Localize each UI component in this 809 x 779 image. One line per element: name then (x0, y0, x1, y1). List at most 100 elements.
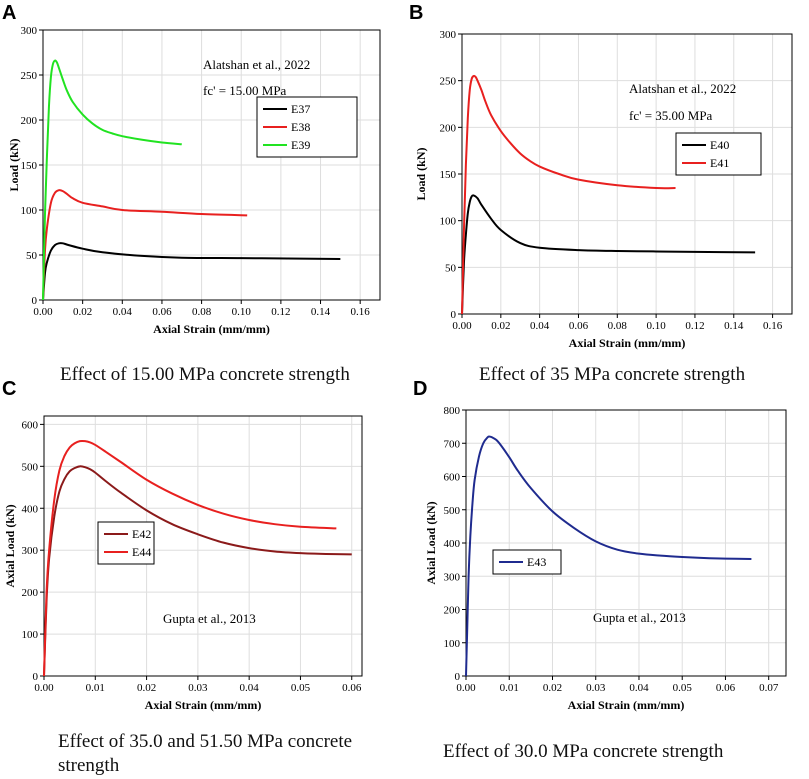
annotation-text: fc' = 35.00 MPa (629, 108, 713, 123)
y-axis-label: Axial Load (kN) (424, 501, 438, 584)
x-tick-label: 0.03 (188, 682, 208, 694)
x-tick-label: 0.12 (685, 320, 704, 332)
y-tick-label: 100 (444, 638, 461, 650)
series-line-e41 (461, 74, 676, 315)
annotation-text: Alatshan et al., 2022 (629, 81, 736, 96)
x-tick-label: 0.10 (232, 306, 252, 318)
annotation-text: Alatshan et al., 2022 (203, 57, 310, 72)
x-tick-label: 0.04 (113, 306, 133, 318)
x-tick-label: 0.07 (759, 682, 779, 694)
x-tick-label: 0.10 (646, 320, 666, 332)
series-line-e44 (43, 439, 337, 677)
x-tick-label: 0.06 (342, 682, 362, 694)
y-tick-label: 500 (444, 505, 461, 517)
x-tick-label: 0.03 (586, 682, 606, 694)
panel-b: B 0.00 0.02 0.04 0.06 0.08 0.10 0.12 0.14 0.16 0 5… (405, 0, 809, 390)
series-line-e43 (465, 435, 752, 677)
x-tick-label: 0.16 (763, 320, 783, 332)
chart-c: 0.00 0.01 0.02 0.03 0.04 0.05 0.06 0 100 200 300 40… (3, 415, 363, 712)
x-tick-label: 0.14 (311, 306, 331, 318)
y-tick-label: 600 (22, 419, 39, 431)
y-tick-label: 0 (455, 671, 461, 683)
caption-b: Effect of 35 MPa concrete strength (479, 364, 746, 385)
x-tick-label: 0.01 (86, 682, 105, 694)
panel-c: C 0.00 0.01 0.02 0.03 0.04 0.05 0.06 0 100 200 300… (0, 378, 400, 779)
y-tick-label: 800 (444, 405, 461, 417)
x-tick-label: 0.05 (291, 682, 311, 694)
legend-box (675, 132, 762, 176)
y-tick-label: 50 (26, 250, 38, 262)
legend-box (97, 521, 155, 565)
x-axis-label: Axial Strain (mm/mm) (569, 336, 686, 350)
x-axis-label: Axial Strain (mm/mm) (153, 322, 270, 336)
x-tick-label: 0.08 (608, 320, 628, 332)
plot-area (44, 416, 362, 676)
y-tick-label: 200 (21, 115, 38, 127)
x-tick-label: 0.04 (240, 682, 260, 694)
legend-label-e44: E44 (132, 545, 151, 559)
y-tick-label: 300 (440, 29, 457, 41)
y-tick-label: 150 (440, 169, 457, 181)
legend-label-e38: E38 (291, 120, 310, 134)
y-tick-label: 200 (22, 587, 39, 599)
x-tick-label: 0.02 (73, 306, 92, 318)
x-tick-label: 0.02 (137, 682, 156, 694)
x-tick-label: 0.02 (491, 320, 510, 332)
series-line-e39 (42, 59, 182, 301)
x-tick-label: 0.06 (716, 682, 736, 694)
x-tick-label: 0.06 (152, 306, 172, 318)
x-tick-label: 0.05 (673, 682, 693, 694)
y-tick-label: 400 (22, 503, 39, 515)
legend-label-e40: E40 (710, 138, 729, 152)
y-tick-label: 0 (451, 309, 457, 321)
y-tick-label: 300 (21, 25, 38, 37)
y-axis-label: Load (kN) (414, 147, 428, 200)
x-tick-label: 0.06 (569, 320, 589, 332)
y-tick-label: 300 (22, 545, 39, 557)
chart-b: 0.00 0.02 0.04 0.06 0.08 0.10 0.12 0.14 0.16 0 50 1… (414, 29, 793, 350)
y-tick-label: 400 (444, 538, 461, 550)
legend-label-e39: E39 (291, 138, 310, 152)
x-tick-label: 0.02 (543, 682, 562, 694)
legend-label-e41: E41 (710, 156, 729, 170)
legend-label-e37: E37 (291, 102, 310, 116)
x-tick-label: 0.08 (192, 306, 212, 318)
panel-letter-c: C (2, 378, 17, 400)
y-tick-label: 100 (22, 629, 39, 641)
caption-c: Effect of 35.0 and 51.50 MPa concrete st… (58, 731, 353, 776)
annotation-text: fc' = 15.00 MPa (203, 83, 287, 98)
x-tick-label: 0.12 (271, 306, 290, 318)
x-axis-label: Axial Strain (mm/mm) (568, 698, 685, 712)
y-tick-label: 150 (21, 160, 38, 172)
series-line-e38 (42, 189, 248, 301)
x-tick-label: 0.00 (33, 306, 53, 318)
chart-d: 0.00 0.01 0.02 0.03 0.04 0.05 0.06 0.07 0 100 200 3… (424, 405, 787, 712)
caption-a: Effect of 15.00 MPa concrete strength (60, 364, 350, 385)
chart-a: 0.00 0.02 0.04 0.06 0.08 0.10 0.12 0.14 0.16 0 50 1… (7, 25, 381, 336)
x-tick-label: 0.14 (724, 320, 744, 332)
y-tick-label: 200 (440, 122, 457, 134)
y-tick-label: 250 (21, 70, 38, 82)
legend-label-e43: E43 (527, 555, 546, 569)
annotation-text: Gupta et al., 2013 (163, 611, 256, 626)
series-line-e37 (42, 242, 341, 301)
x-axis-label: Axial Strain (mm/mm) (145, 698, 262, 712)
panel-letter-b: B (409, 2, 424, 24)
x-tick-label: 0.01 (500, 682, 519, 694)
y-axis-label: Load (kN) (7, 138, 21, 191)
legend-label-e42: E42 (132, 527, 151, 541)
x-tick-label: 0.16 (351, 306, 371, 318)
x-tick-label: 0.04 (629, 682, 649, 694)
y-tick-label: 250 (440, 76, 457, 88)
y-tick-label: 200 (444, 605, 461, 617)
y-tick-label: 100 (21, 205, 38, 217)
y-tick-label: 700 (444, 438, 461, 450)
y-tick-label: 100 (440, 216, 457, 228)
series-line-e40 (461, 194, 756, 315)
annotation-text: Gupta et al., 2013 (593, 610, 686, 625)
panel-letter-d: D (413, 378, 428, 400)
plot-frame (43, 415, 363, 677)
series-line-e42 (43, 465, 352, 677)
y-tick-label: 0 (33, 671, 39, 683)
x-tick-label: 0.00 (456, 682, 476, 694)
